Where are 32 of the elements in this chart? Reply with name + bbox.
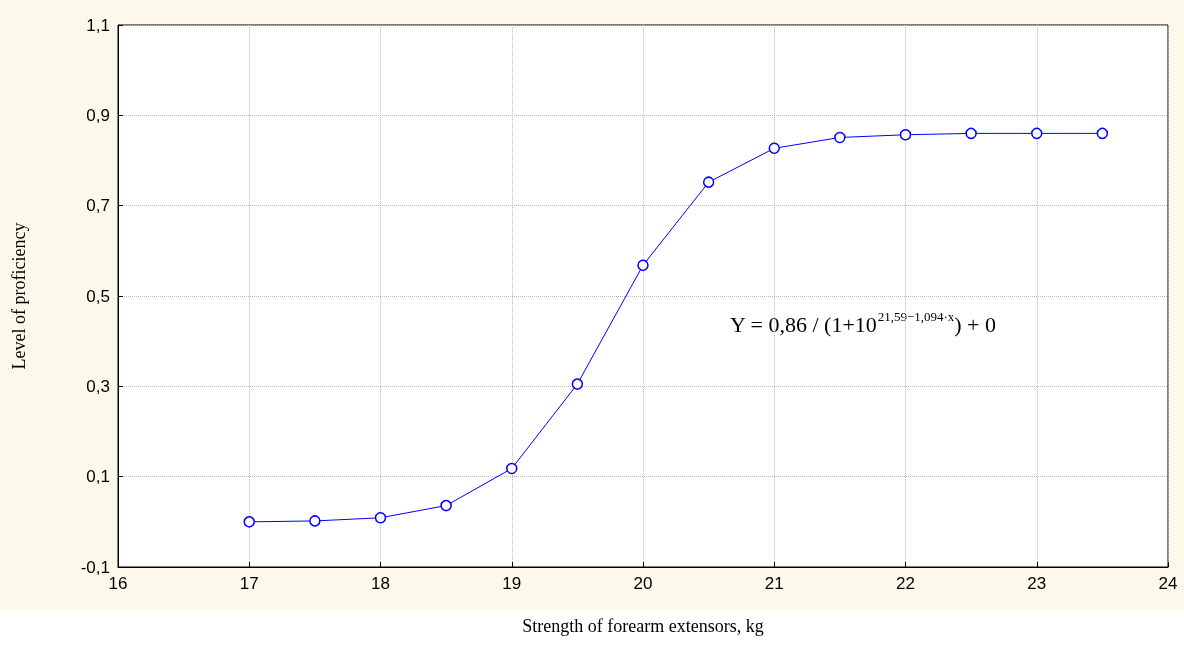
- x-tick-label: 23: [1027, 574, 1047, 593]
- point: [965, 127, 977, 140]
- point: [374, 512, 387, 524]
- y-tick-label: 0,1: [86, 467, 110, 487]
- point: [637, 259, 649, 272]
- x-tick-label: 18: [371, 574, 390, 593]
- y-tick-label: 1,1: [86, 15, 110, 35]
- point: [243, 516, 255, 528]
- point: [768, 142, 780, 155]
- y-tick-label: 0,7: [86, 196, 110, 216]
- point: [1096, 127, 1109, 140]
- point: [506, 462, 518, 475]
- point: [834, 131, 846, 144]
- y-tick-label: 0,9: [86, 105, 110, 125]
- point: [440, 499, 452, 512]
- point: [309, 515, 321, 527]
- x-tick-label: 16: [108, 574, 128, 593]
- x-tick-label: 19: [502, 574, 522, 593]
- point: [1031, 127, 1043, 140]
- y-axis-title: Level of proficiency: [9, 222, 29, 370]
- x-tick-label: 17: [239, 574, 259, 593]
- x-tick-label: 20: [633, 574, 653, 593]
- point: [899, 129, 912, 141]
- x-tick-label: 21: [764, 574, 784, 593]
- x-tick-label: 22: [896, 574, 915, 593]
- x-tick-label: 24: [1158, 574, 1178, 593]
- y-tick-label: 0,5: [86, 286, 110, 306]
- x-axis-title: Strength of forearm extensors, kg: [522, 616, 764, 636]
- y-tick-label: -0,1: [80, 557, 110, 577]
- y-tick-label: 0,3: [86, 376, 110, 396]
- point: [702, 176, 715, 188]
- point: [571, 378, 584, 390]
